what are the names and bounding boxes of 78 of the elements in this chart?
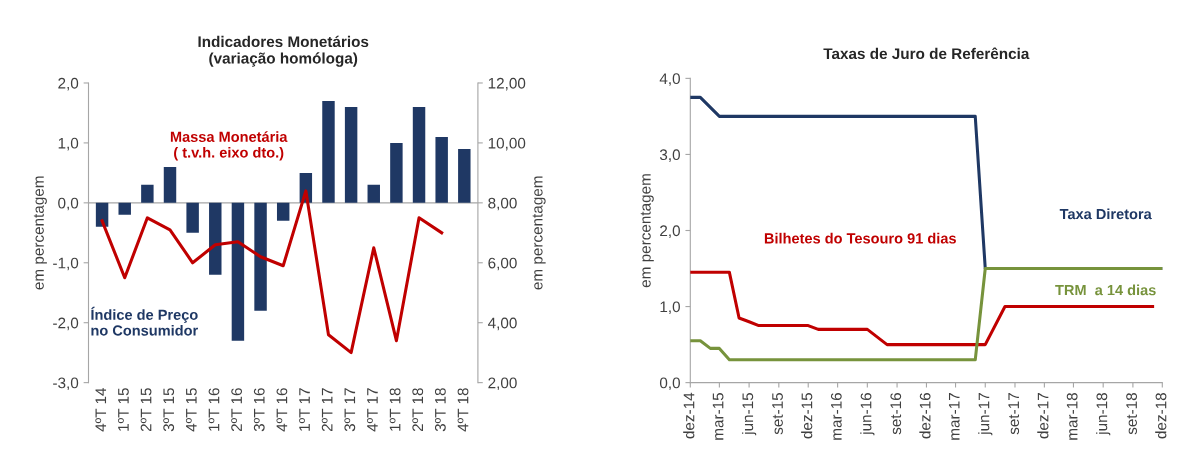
text: Índice de Preço no Consumidor: [91, 306, 198, 336]
text: Taxa Diretora: [1059, 208, 1152, 220]
y2-tick-label: 4,00: [487, 317, 517, 331]
bar: [141, 184, 154, 203]
y2-tick-label: 8,00: [488, 197, 517, 211]
y-tick-label: 3,0: [659, 149, 680, 162]
x-tick-label: 2ºT 16: [231, 388, 243, 432]
x-tick-label: set-15: [772, 392, 783, 435]
series-label: TRM a 14 dias: [1055, 284, 1156, 296]
bar: [276, 202, 290, 221]
y-tick-label: -1,0: [53, 257, 79, 271]
x-tick-label: jun-17: [978, 393, 993, 436]
x-tick-label: dez-17: [1037, 393, 1049, 439]
bar: [163, 166, 177, 203]
x-tick-label: dez-15: [801, 392, 813, 439]
bar: [390, 142, 403, 203]
bar: [209, 202, 222, 275]
y-tick-label: 1,0: [58, 137, 79, 151]
x-tick-label: jun-18: [1096, 393, 1111, 436]
x-tick-label: mar-15: [712, 392, 724, 440]
x-tick-label: 2ºT 17: [321, 388, 333, 432]
bar: [186, 202, 199, 233]
x-tick-label: 4ºT 16: [276, 388, 288, 432]
line-series: [690, 270, 1155, 347]
bar: [231, 202, 245, 341]
y-tick-label: 0,0: [659, 377, 680, 391]
x-tick-label: mar-18: [1066, 393, 1078, 440]
x-tick-label: dez-18: [1155, 393, 1167, 439]
bar: [412, 106, 426, 203]
x-tick-label: 1ºT 18: [389, 388, 401, 431]
bar: [254, 202, 267, 311]
chart-title: Taxas de Juro de Referência: [823, 47, 1030, 60]
x-tick-label: jun-15: [741, 392, 757, 436]
bar: [118, 202, 131, 215]
x-tick-label: dez-16: [919, 393, 931, 439]
x-tick-label: jun-16: [860, 393, 875, 436]
y-axis-title: em percentagem: [640, 174, 654, 288]
x-tick-label: 4ºT 15: [185, 388, 197, 432]
x-tick-label: set-17: [1008, 393, 1020, 435]
x-tick-label: 4ºT 17: [367, 388, 378, 432]
x-tick-label: 4ºT 18: [457, 388, 469, 432]
x-tick-label: set-16: [890, 393, 902, 435]
bar: [458, 148, 471, 203]
x-tick-label: 3ºT 16: [253, 388, 265, 432]
x-tick-label: set-18: [1126, 393, 1137, 435]
chart-title: Indicadores Monetários (variação homóloga): [198, 35, 369, 67]
x-tick-label: 1ºT 17: [299, 388, 310, 431]
x-tick-label: 3ºT 15: [163, 388, 175, 432]
text: Massa Monetária ( t.v.h. eixo dto.): [170, 131, 288, 161]
bar: [322, 100, 335, 203]
x-tick-label: mar-16: [830, 393, 842, 440]
y-tick-label: 2,0: [660, 225, 680, 238]
y2-tick-label: 2,00: [488, 377, 517, 391]
y2-axis-title: em percentagem: [532, 176, 546, 290]
x-tick-label: 1ºT 16: [208, 388, 220, 431]
x-tick-label: 3ºT 18: [434, 388, 446, 432]
bar: [435, 136, 448, 203]
y-tick-label: 2,0: [58, 77, 79, 91]
y2-tick-label: 12,00: [488, 77, 526, 91]
x-tick-label: 2ºT 15: [140, 388, 152, 432]
bar: [344, 106, 358, 203]
y2-tick-label: 6,00: [488, 257, 517, 271]
x-tick-label: dez-14: [683, 392, 695, 439]
y-tick-label: -3,0: [53, 377, 79, 391]
y2-tick-label: 10,00: [488, 137, 526, 151]
y-tick-label: -2,0: [53, 317, 79, 331]
y-axis-title: em percentagem: [33, 176, 47, 290]
y-tick-label: 1,0: [660, 301, 680, 315]
x-tick-label: 2ºT 18: [412, 388, 424, 432]
y-tick-label: 0,0: [58, 197, 79, 211]
x-tick-label: 3ºT 17: [344, 388, 356, 432]
text: Bilhetes do Tesouro 91 dias: [764, 232, 956, 244]
line-series: [690, 267, 1163, 362]
x-tick-label: mar-17: [948, 393, 960, 440]
bar: [367, 184, 380, 203]
y-tick-label: 4,0: [659, 73, 680, 86]
x-tick-label: 1ºT 15: [117, 388, 129, 431]
x-tick-label: 4ºT 14: [95, 387, 107, 432]
